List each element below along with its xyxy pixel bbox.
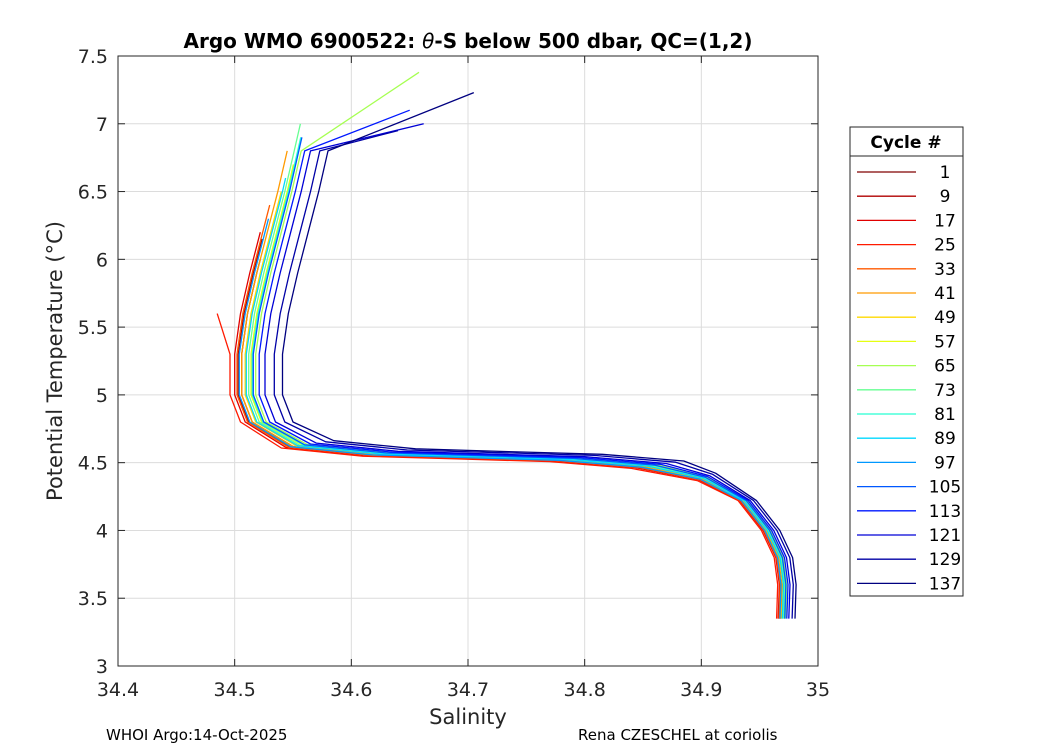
series-line-cycle-105 <box>252 137 787 619</box>
legend-box <box>849 126 964 597</box>
series-line-cycle-121 <box>264 123 791 619</box>
x-tick-label: 34.6 <box>330 679 372 701</box>
x-tick-label: 35 <box>806 679 830 701</box>
legend-label-25: 25 <box>934 236 956 256</box>
legend: Cycle # 1 9 17 25 33 41 49 57 65 73 81 89 97 105 113 12… <box>849 126 964 597</box>
series-line-cycle-25 <box>216 313 779 619</box>
legend-label-97: 97 <box>934 453 956 473</box>
series-line-cycle-137 <box>281 91 797 619</box>
legend-title: Cycle # <box>870 133 941 153</box>
legend-label-113: 113 <box>929 502 961 522</box>
footer-right: Rena CZESCHEL at coriolis <box>578 726 778 744</box>
y-tick-label: 3.5 <box>78 588 108 610</box>
legend-label-137: 137 <box>929 574 961 594</box>
series-line-cycle-57 <box>250 164 786 619</box>
legend-label-33: 33 <box>934 260 956 280</box>
x-tick-label: 34.7 <box>447 679 489 701</box>
x-tick-label: 34.4 <box>97 679 139 701</box>
axis-ticks: 34.4 34.5 34.6 34.7 34.8 34.9 35 3 3.5 4 4.5 5 5.5 6 6… <box>78 46 830 701</box>
legend-label-17: 17 <box>934 211 956 231</box>
series-line-cycle-97 <box>238 218 782 619</box>
series-line-cycle-129 <box>273 129 794 619</box>
y-tick-label: 7.5 <box>78 46 108 68</box>
legend-label-1: 1 <box>940 163 951 183</box>
series-line-cycle-81 <box>251 137 787 619</box>
series-line-cycle-65 <box>255 71 788 619</box>
series-line-cycle-17 <box>234 232 781 619</box>
y-tick-label: 5.5 <box>78 317 108 339</box>
x-axis-label: Salinity <box>429 705 507 729</box>
chart-title: Argo WMO 6900522: θ-S below 500 dbar, QC… <box>184 29 753 53</box>
y-tick-label: 4 <box>96 520 108 542</box>
series-line-cycle-113 <box>258 109 789 619</box>
legend-label-105: 105 <box>929 478 961 498</box>
y-tick-label: 5 <box>96 385 108 407</box>
x-tick-label: 34.8 <box>564 679 606 701</box>
x-tick-label: 34.5 <box>214 679 256 701</box>
legend-label-65: 65 <box>934 357 956 377</box>
series-line-cycle-41 <box>241 150 783 619</box>
legend-label-89: 89 <box>934 429 956 449</box>
grid-lines <box>118 56 818 666</box>
y-tick-label: 6.5 <box>78 182 108 204</box>
y-axis-label: Potential Temperature (°C) <box>43 221 67 501</box>
legend-label-41: 41 <box>934 284 956 304</box>
series-line-cycle-49 <box>244 191 784 619</box>
legend-label-121: 121 <box>929 526 961 546</box>
legend-label-57: 57 <box>934 332 956 352</box>
y-tick-label: 7 <box>96 114 108 136</box>
y-tick-label: 6 <box>96 249 108 271</box>
legend-label-73: 73 <box>934 381 956 401</box>
footer-left: WHOI Argo:14-Oct-2025 <box>106 726 287 744</box>
legend-label-49: 49 <box>934 308 956 328</box>
series-line-cycle-73 <box>248 123 785 619</box>
y-tick-label: 4.5 <box>78 453 108 475</box>
legend-label-81: 81 <box>934 405 956 425</box>
x-tick-label: 34.9 <box>680 679 722 701</box>
series-line-cycle-33 <box>236 204 781 619</box>
series-line-cycle-9 <box>237 238 782 619</box>
legend-label-129: 129 <box>929 550 961 570</box>
y-tick-label: 3 <box>96 656 108 678</box>
series-line-cycle-1 <box>241 259 783 619</box>
data-series <box>216 71 797 619</box>
legend-label-9: 9 <box>940 187 951 207</box>
series-line-cycle-89 <box>245 177 785 619</box>
